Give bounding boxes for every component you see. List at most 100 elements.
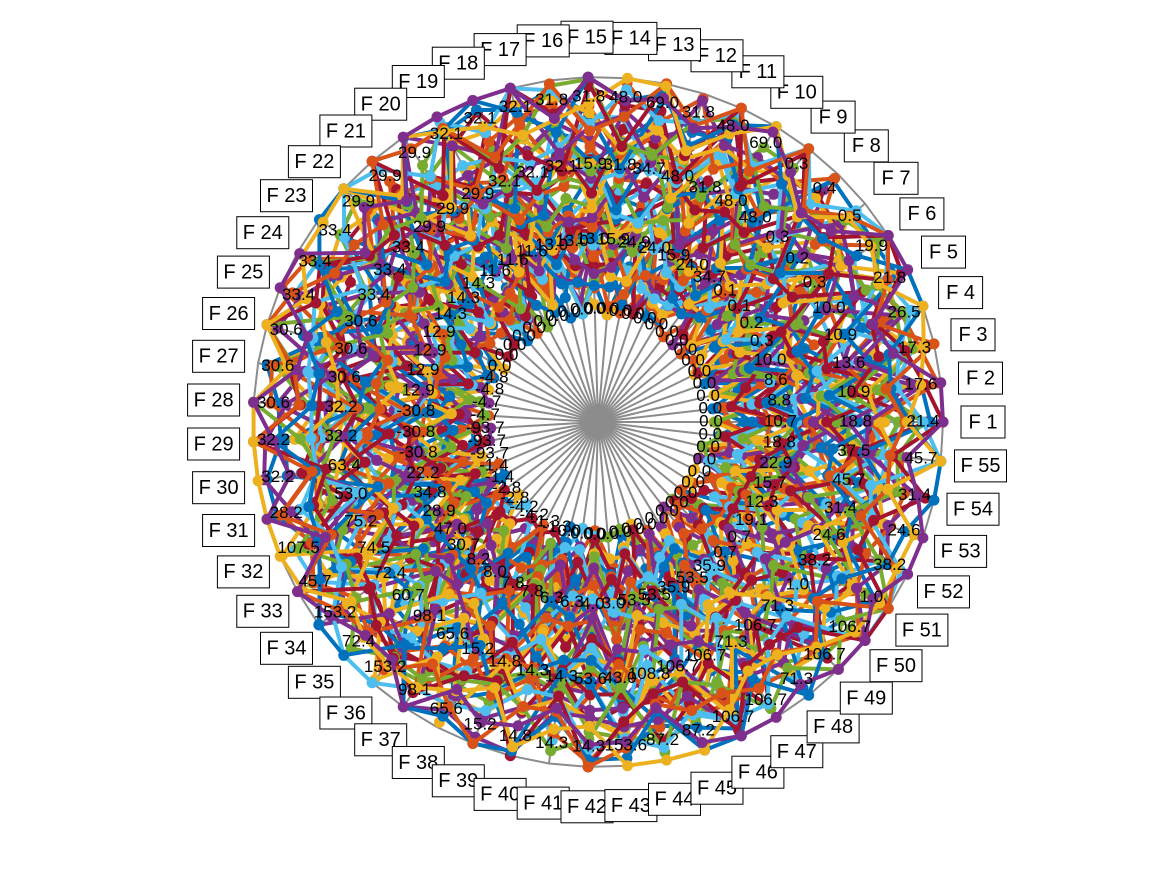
series-point xyxy=(383,608,395,620)
series-point xyxy=(602,300,614,312)
axis-tick-label: 32.1 xyxy=(430,124,463,143)
series-point xyxy=(723,523,735,535)
series-point xyxy=(683,265,695,277)
axis-name-label: F 30 xyxy=(192,471,246,505)
series-point xyxy=(500,242,512,254)
series-point xyxy=(758,141,770,153)
axis-name-text: F 36 xyxy=(326,702,366,724)
series-point xyxy=(496,598,508,610)
series-point xyxy=(585,165,597,177)
series-point xyxy=(533,265,545,277)
series-point xyxy=(707,403,719,415)
series-point xyxy=(462,361,474,373)
series-point xyxy=(445,441,457,453)
axis-tick-label: 33.4 xyxy=(298,252,331,271)
series-point xyxy=(542,321,554,333)
axis-tick-label: 87.2 xyxy=(682,721,715,740)
series-point xyxy=(724,280,736,292)
series-point xyxy=(693,452,705,464)
series-point xyxy=(586,642,597,654)
series-point xyxy=(823,390,835,401)
series-point xyxy=(681,690,693,702)
series-point xyxy=(697,242,709,254)
series-point xyxy=(824,470,836,482)
axis-tick-label: 33.4 xyxy=(319,220,352,239)
series-point xyxy=(826,225,838,237)
axis-name-text: F 41 xyxy=(523,792,563,814)
axis-tick-label: 30.6 xyxy=(344,311,377,330)
series-point xyxy=(604,281,616,293)
series-point xyxy=(734,346,746,358)
axis-tick-label: 65.6 xyxy=(430,699,463,718)
series-point xyxy=(745,259,757,271)
axis-tick-label: 38.2 xyxy=(798,551,831,570)
series-point xyxy=(761,397,773,409)
series-point xyxy=(688,354,700,366)
axis-name-text: F 13 xyxy=(654,34,694,56)
series-point xyxy=(515,303,526,315)
axis-name-text: F 25 xyxy=(223,261,263,283)
series-point xyxy=(545,595,557,607)
series-point xyxy=(483,316,495,328)
axis-tick-label: 71.3 xyxy=(714,632,747,651)
series-point xyxy=(713,215,725,227)
series-point xyxy=(430,603,442,615)
series-point xyxy=(842,416,854,428)
series-point xyxy=(430,565,441,577)
series-point xyxy=(621,275,632,287)
series-point xyxy=(820,528,832,540)
series-point xyxy=(821,416,833,428)
axis-name-text: F 7 xyxy=(882,168,911,190)
axis-tick-label: 60.7 xyxy=(392,586,425,605)
series-point xyxy=(751,434,763,446)
series-point xyxy=(775,437,787,449)
series-point xyxy=(531,299,542,311)
series-point xyxy=(751,546,763,558)
series-point xyxy=(675,348,687,360)
series-point xyxy=(661,627,673,639)
axis-name-text: F 9 xyxy=(819,106,848,128)
axis-name-text: F 40 xyxy=(480,784,520,806)
series-point xyxy=(489,151,501,163)
axis-name-text: F 43 xyxy=(611,795,651,817)
series-point xyxy=(627,246,638,258)
series-point xyxy=(686,339,698,351)
series-point xyxy=(617,702,629,714)
series-point xyxy=(587,593,599,605)
series-point xyxy=(443,552,455,564)
series-point xyxy=(678,527,690,539)
series-point xyxy=(373,509,384,521)
series-point xyxy=(417,426,429,438)
series-point xyxy=(683,217,695,229)
axis-tick-label: 12.9 xyxy=(406,360,439,379)
series-point xyxy=(667,339,679,351)
series-point xyxy=(469,468,481,480)
series-point xyxy=(716,687,728,699)
series-point xyxy=(313,368,325,380)
series-point xyxy=(648,243,660,255)
series-point xyxy=(583,720,595,732)
axis-tick-label: 45.7 xyxy=(298,571,331,590)
series-point xyxy=(737,433,749,445)
series-point xyxy=(653,603,665,615)
series-point xyxy=(803,491,815,503)
series-point xyxy=(873,351,885,363)
axis-name-text: F 30 xyxy=(199,477,239,499)
series-point xyxy=(483,397,495,409)
series-point xyxy=(577,522,589,534)
series-point xyxy=(492,489,504,501)
axis-name-text: F 51 xyxy=(902,619,942,641)
series-point xyxy=(740,382,752,394)
series-point xyxy=(384,176,396,187)
axis-name-text: F 47 xyxy=(777,741,817,763)
series-point xyxy=(657,309,668,321)
axis-tick-label: -30.8 xyxy=(399,443,438,462)
series-point xyxy=(766,330,778,342)
series-point xyxy=(605,261,617,273)
axis-tick-label: 24.6 xyxy=(813,525,846,544)
series-point xyxy=(522,335,534,347)
axis-tick-label: 72.4 xyxy=(373,563,406,582)
series-point xyxy=(748,493,760,505)
series-point xyxy=(608,606,620,618)
series-point xyxy=(680,145,692,157)
